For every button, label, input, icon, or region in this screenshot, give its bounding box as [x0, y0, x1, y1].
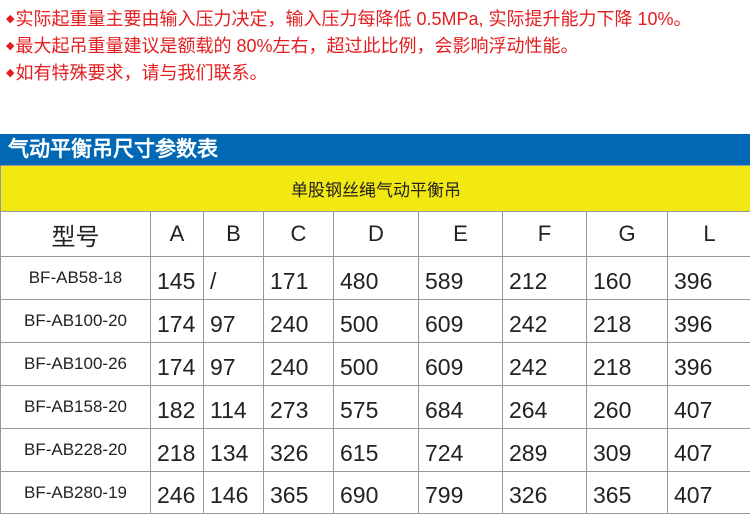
value-cell: 396	[668, 257, 750, 300]
value-cell: 160	[587, 257, 668, 300]
value-cell: 97	[204, 343, 264, 386]
column-header: F	[503, 212, 587, 257]
column-header: B	[204, 212, 264, 257]
table-subtitle: 单股钢丝绳气动平衡吊	[1, 166, 750, 212]
value-cell: 174	[151, 343, 204, 386]
model-cell: BF-AB158-20	[1, 386, 151, 429]
value-cell: 289	[503, 429, 587, 472]
value-cell: 326	[264, 429, 334, 472]
notes: ◆实际起重量主要由输入压力决定，输入压力每降低 0.5MPa, 实际提升能力下降…	[6, 6, 746, 87]
section-title: 气动平衡吊尺寸参数表	[0, 134, 750, 165]
model-cell: BF-AB100-20	[1, 300, 151, 343]
value-cell: 724	[419, 429, 503, 472]
value-cell: 97	[204, 300, 264, 343]
value-cell: 134	[204, 429, 264, 472]
value-cell: 240	[264, 300, 334, 343]
value-cell: 218	[587, 343, 668, 386]
value-cell: 326	[503, 472, 587, 514]
value-cell: 500	[334, 343, 419, 386]
value-cell: /	[204, 257, 264, 300]
model-cell: BF-AB58-18	[1, 257, 151, 300]
value-cell: 690	[334, 472, 419, 514]
diamond-bullet-icon: ◆	[6, 67, 14, 79]
value-cell: 182	[151, 386, 204, 429]
value-cell: 218	[151, 429, 204, 472]
value-cell: 242	[503, 343, 587, 386]
value-cell: 171	[264, 257, 334, 300]
value-cell: 309	[587, 429, 668, 472]
value-cell: 240	[264, 343, 334, 386]
value-cell: 365	[264, 472, 334, 514]
note-3: ◆如有特殊要求，请与我们联系。	[6, 60, 746, 87]
value-cell: 365	[587, 472, 668, 514]
column-header: D	[334, 212, 419, 257]
column-header: 型号	[1, 212, 151, 257]
value-cell: 396	[668, 343, 750, 386]
diamond-bullet-icon: ◆	[6, 40, 14, 52]
value-cell: 145	[151, 257, 204, 300]
column-header: E	[419, 212, 503, 257]
value-cell: 218	[587, 300, 668, 343]
value-cell: 273	[264, 386, 334, 429]
value-cell: 146	[204, 472, 264, 514]
value-cell: 480	[334, 257, 419, 300]
column-header: A	[151, 212, 204, 257]
value-cell: 264	[503, 386, 587, 429]
value-cell: 684	[419, 386, 503, 429]
table-subtitle-row: 单股钢丝绳气动平衡吊	[1, 166, 750, 212]
model-cell: BF-AB228-20	[1, 429, 151, 472]
value-cell: 407	[668, 472, 750, 514]
value-cell: 174	[151, 300, 204, 343]
column-header: L	[668, 212, 750, 257]
value-cell: 407	[668, 429, 750, 472]
note-1: ◆实际起重量主要由输入压力决定，输入压力每降低 0.5MPa, 实际提升能力下降…	[6, 6, 746, 33]
value-cell: 799	[419, 472, 503, 514]
value-cell: 615	[334, 429, 419, 472]
value-cell: 609	[419, 343, 503, 386]
model-cell: BF-AB100-26	[1, 343, 151, 386]
value-cell: 114	[204, 386, 264, 429]
value-cell: 500	[334, 300, 419, 343]
value-cell: 246	[151, 472, 204, 514]
value-cell: 575	[334, 386, 419, 429]
column-header: G	[587, 212, 668, 257]
column-header: C	[264, 212, 334, 257]
value-cell: 242	[503, 300, 587, 343]
value-cell: 609	[419, 300, 503, 343]
value-cell: 212	[503, 257, 587, 300]
note-2: ◆最大起吊重量建议是额载的 80%左右，超过此比例，会影响浮动性能。	[6, 33, 746, 60]
model-cell: BF-AB280-19	[1, 472, 151, 514]
value-cell: 260	[587, 386, 668, 429]
diamond-bullet-icon: ◆	[6, 13, 14, 25]
value-cell: 407	[668, 386, 750, 429]
value-cell: 396	[668, 300, 750, 343]
value-cell: 589	[419, 257, 503, 300]
